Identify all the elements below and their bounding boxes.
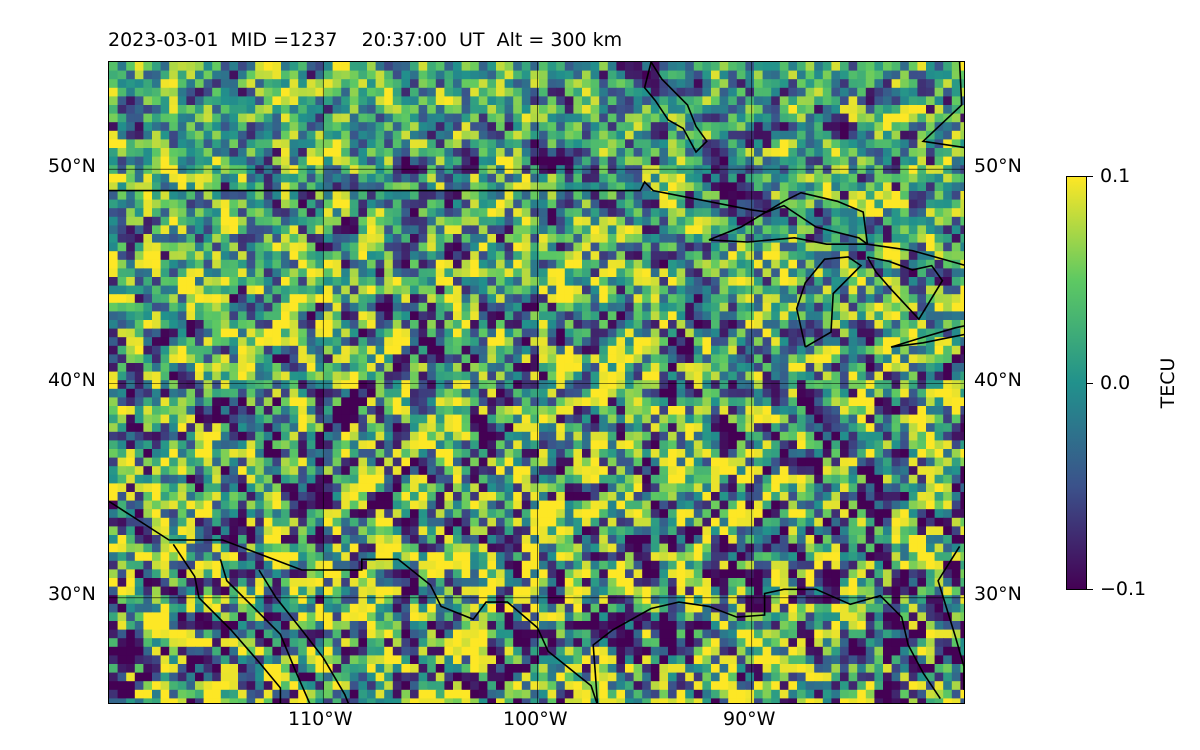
lat-tick-right: 40°N <box>974 369 1022 391</box>
coastline <box>109 500 598 703</box>
colorbar-tick-label: 0.1 <box>1100 165 1131 187</box>
map-panel[interactable] <box>108 61 965 704</box>
colorbar-tick <box>1087 383 1093 384</box>
lat-tick-right: 30°N <box>974 583 1022 605</box>
lon-tick: 110°W <box>288 708 353 730</box>
coastlines <box>109 62 964 703</box>
coastline <box>172 543 282 703</box>
colorbar <box>1066 176 1087 590</box>
coastline <box>258 569 350 703</box>
lon-tick: 90°W <box>723 708 776 730</box>
coastline <box>795 256 863 348</box>
coastline <box>866 256 944 321</box>
coastline <box>921 62 964 149</box>
lat-tick-right: 50°N <box>974 155 1022 177</box>
coastline <box>937 545 964 690</box>
colorbar-tick <box>1087 176 1093 177</box>
coastline <box>643 62 708 154</box>
coastline <box>109 180 964 266</box>
coastline <box>890 325 964 348</box>
map-canvas <box>109 62 964 703</box>
lat-tick-left: 30°N <box>48 583 96 605</box>
colorbar-tick-label: 0.0 <box>1100 372 1131 394</box>
lat-tick-left: 50°N <box>48 155 96 177</box>
lon-tick: 100°W <box>503 708 568 730</box>
coastline <box>592 588 941 703</box>
lat-tick-left: 40°N <box>48 369 96 391</box>
colorbar-title: TECU <box>1157 357 1179 409</box>
tec-grid <box>109 62 964 703</box>
coastline <box>219 559 311 703</box>
colorbar-tick <box>1087 589 1093 590</box>
figure-title: 2023-03-01 MID =1237 20:37:00 UT Alt = 3… <box>108 29 623 51</box>
colorbar-tick-label: −0.1 <box>1100 578 1147 600</box>
coastline <box>708 191 869 245</box>
map-gridlines <box>109 62 964 703</box>
